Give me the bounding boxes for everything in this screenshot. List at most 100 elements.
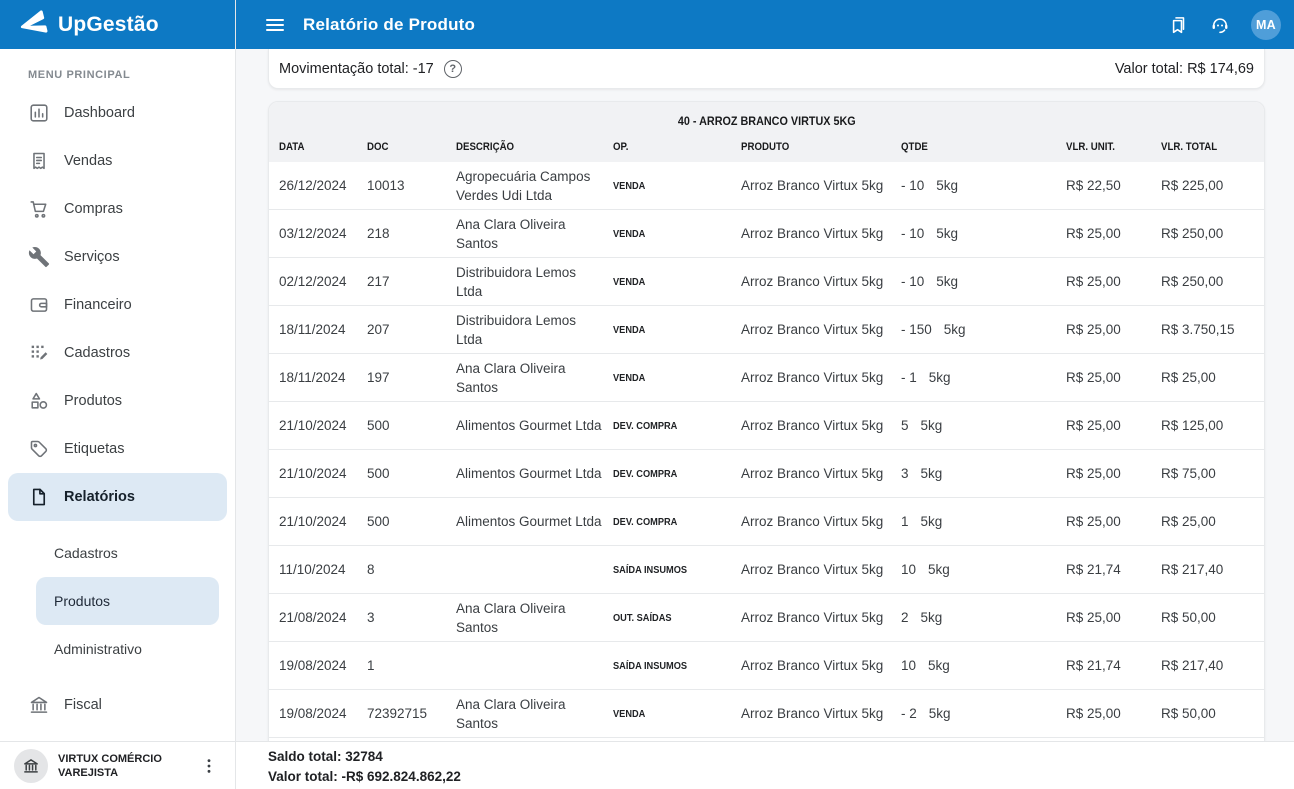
sidebar-item-label: Serviços xyxy=(64,249,120,265)
cell-description: Alimentos Gourmet Ltda xyxy=(456,466,602,481)
saldo-total: Saldo total: 32784 xyxy=(268,749,383,764)
bank-icon xyxy=(28,694,50,716)
receipt-icon xyxy=(28,150,50,172)
cell-quantity: - 150 5kg xyxy=(901,322,966,337)
sidebar-item-label: Dashboard xyxy=(64,105,135,121)
sidebar: UpGestão MENU PRINCIPAL Dashboard Vendas… xyxy=(0,0,236,789)
sidebar-item-relatorios[interactable]: Relatórios xyxy=(8,473,227,521)
cell-quantity: 5 5kg xyxy=(901,418,943,433)
column-header-data: DATA xyxy=(279,141,305,153)
cell-description: Agropecuária Campos Verdes Udi Ltda xyxy=(456,168,591,203)
sidebar-item-label: Compras xyxy=(64,201,123,217)
wallet-icon xyxy=(28,294,50,316)
cell-operation: VENDA xyxy=(613,371,646,384)
table-row: 19/08/2024 1 SAÍDA INSUMOS Arroz Branco … xyxy=(269,642,1264,690)
sidebar-item-label: Vendas xyxy=(64,153,113,169)
tag-icon xyxy=(28,438,50,460)
sidebar-subitem-cadastros[interactable]: Cadastros xyxy=(0,529,235,577)
cell-quantity: - 2 5kg xyxy=(901,706,951,721)
sidebar-subitem-administrativo[interactable]: Administrativo xyxy=(0,625,235,673)
cell-doc: 3 xyxy=(367,610,375,625)
cell-operation: VENDA xyxy=(613,275,646,288)
cell-unit-price: R$ 25,00 xyxy=(1066,322,1121,337)
cell-total-price: R$ 75,00 xyxy=(1161,466,1216,481)
sidebar-item-servicos[interactable]: Serviços xyxy=(0,233,235,281)
sidebar-item-fiscal[interactable]: Fiscal xyxy=(0,681,235,729)
cell-operation: DEV. COMPRA xyxy=(613,467,678,480)
column-header-produto: PRODUTO xyxy=(741,141,790,153)
bookmarks-icon[interactable] xyxy=(1167,14,1189,36)
cell-doc: 1 xyxy=(367,658,375,673)
cell-operation: VENDA xyxy=(613,227,646,240)
table-row: 11/10/2024 8 SAÍDA INSUMOS Arroz Branco … xyxy=(269,546,1264,594)
cell-quantity: 10 5kg xyxy=(901,658,950,673)
sidebar-item-label: Relatórios xyxy=(64,489,135,505)
cell-date: 21/08/2024 xyxy=(279,610,347,625)
summary-card: Movimentação total: -17 Valor total: R$ … xyxy=(268,49,1265,89)
cell-doc: 207 xyxy=(367,322,390,337)
hamburger-menu-icon[interactable] xyxy=(263,13,287,37)
table-row: 19/08/2024 72392715 Ana Clara Oliveira S… xyxy=(269,690,1264,738)
paper-plane-icon xyxy=(20,9,48,33)
cell-date: 26/12/2024 xyxy=(279,178,347,193)
cell-doc: 72392715 xyxy=(367,706,428,721)
sidebar-item-cadastros[interactable]: Cadastros xyxy=(0,329,235,377)
column-header-vlr-unit: VLR. UNIT. xyxy=(1066,141,1115,153)
cell-product: Arroz Branco Virtux 5kg xyxy=(741,610,884,625)
cell-date: 02/12/2024 xyxy=(279,274,347,289)
cell-quantity: 1 5kg xyxy=(901,514,943,529)
sidebar-subitem-produtos[interactable]: Produtos xyxy=(36,577,219,625)
cell-total-price: R$ 217,40 xyxy=(1161,562,1224,577)
column-header-doc: DOC xyxy=(367,141,389,153)
bank-icon xyxy=(24,758,38,773)
logo-text: UpGestão xyxy=(58,12,159,36)
value-total: Valor total: R$ 174,69 xyxy=(1114,60,1254,77)
main-area: Relatório de Produto xyxy=(236,0,1294,789)
cell-quantity: 2 5kg xyxy=(901,610,943,625)
cell-description: Ana Clara Oliveira Santos xyxy=(456,360,566,395)
cell-product: Arroz Branco Virtux 5kg xyxy=(741,274,884,289)
user-avatar[interactable]: MA xyxy=(1251,9,1281,40)
cell-description: Ana Clara Oliveira Santos xyxy=(456,696,566,731)
sidebar-menu: Dashboard Vendas Compras Serviços Financ… xyxy=(0,89,235,521)
sidebar-item-label: Produtos xyxy=(64,393,123,409)
sidebar-item-compras[interactable]: Compras xyxy=(0,185,235,233)
company-menu-kebab-icon[interactable] xyxy=(197,754,221,778)
sidebar-item-dashboard[interactable]: Dashboard xyxy=(0,89,235,137)
sidebar-item-label: Financeiro xyxy=(64,297,132,313)
table-header-block: 40 - ARROZ BRANCO VIRTUX 5KG DATA DOC DESC… xyxy=(269,102,1264,162)
table-row: 21/10/2024 500 Alimentos Gourmet Ltda DE… xyxy=(269,498,1264,546)
company-name: VIRTUX COMÉRCIO VAREJISTA xyxy=(58,752,162,779)
cell-description: Ana Clara Oliveira Santos xyxy=(456,600,566,635)
cell-unit-price: R$ 25,00 xyxy=(1066,514,1121,529)
cell-total-price: R$ 225,00 xyxy=(1161,178,1224,193)
cell-doc: 500 xyxy=(367,514,390,529)
cell-date: 19/08/2024 xyxy=(279,706,347,721)
cell-total-price: R$ 125,00 xyxy=(1161,418,1224,433)
document-icon xyxy=(28,486,50,508)
sidebar-item-produtos[interactable]: Produtos xyxy=(0,377,235,425)
cell-unit-price: R$ 25,00 xyxy=(1066,610,1121,625)
grid-edit-icon xyxy=(28,342,50,364)
sidebar-subitem-label: Administrativo xyxy=(54,641,142,657)
cell-unit-price: R$ 25,00 xyxy=(1066,226,1121,241)
table-body: 26/12/2024 10013 Agropecuária Campos Ver… xyxy=(269,162,1264,738)
cell-doc: 10013 xyxy=(367,178,405,193)
cell-total-price: R$ 3.750,15 xyxy=(1161,322,1235,337)
company-selector[interactable]: VIRTUX COMÉRCIO VAREJISTA xyxy=(0,741,235,789)
table-row: 21/10/2024 500 Alimentos Gourmet Ltda DE… xyxy=(269,402,1264,450)
support-headset-icon[interactable] xyxy=(1209,14,1231,36)
help-icon[interactable] xyxy=(443,59,462,78)
cell-quantity: - 10 5kg xyxy=(901,226,959,241)
sidebar-item-financeiro[interactable]: Financeiro xyxy=(0,281,235,329)
cell-unit-price: R$ 25,00 xyxy=(1066,466,1121,481)
reports-submenu: Cadastros Produtos Administrativo xyxy=(0,529,235,673)
shapes-icon xyxy=(28,390,50,412)
table-row: 18/11/2024 207 Distribuidora Lemos Ltda … xyxy=(269,306,1264,354)
sidebar-item-vendas[interactable]: Vendas xyxy=(0,137,235,185)
valor-total: Valor total: -R$ 692.824.862,22 xyxy=(268,769,461,784)
sidebar-item-etiquetas[interactable]: Etiquetas xyxy=(0,425,235,473)
app-logo[interactable]: UpGestão xyxy=(0,0,235,49)
column-header-vlr-total: VLR. TOTAL xyxy=(1161,141,1218,153)
table-row: 26/12/2024 10013 Agropecuária Campos Ver… xyxy=(269,162,1264,210)
